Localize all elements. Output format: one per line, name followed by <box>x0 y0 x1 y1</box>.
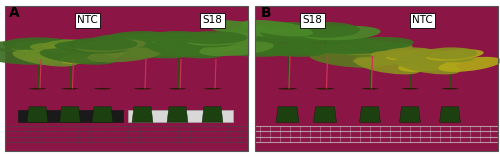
Bar <box>5 6 248 151</box>
Ellipse shape <box>29 88 46 89</box>
Bar <box>248 0 254 157</box>
Ellipse shape <box>0 48 51 65</box>
Text: NTC: NTC <box>77 15 98 25</box>
Ellipse shape <box>354 57 420 74</box>
Text: B: B <box>261 6 272 20</box>
Polygon shape <box>132 107 153 122</box>
Ellipse shape <box>152 33 222 46</box>
Ellipse shape <box>382 47 438 59</box>
Bar <box>255 6 498 151</box>
Polygon shape <box>314 107 336 122</box>
Ellipse shape <box>12 50 78 67</box>
Ellipse shape <box>316 88 334 89</box>
Ellipse shape <box>386 49 444 61</box>
Ellipse shape <box>426 49 484 61</box>
Ellipse shape <box>264 26 343 40</box>
Ellipse shape <box>0 41 64 54</box>
Ellipse shape <box>394 57 460 74</box>
Ellipse shape <box>2 37 72 51</box>
Ellipse shape <box>10 39 81 52</box>
Ellipse shape <box>68 37 138 51</box>
Ellipse shape <box>147 42 224 58</box>
Bar <box>5 6 248 151</box>
Ellipse shape <box>260 27 350 42</box>
Ellipse shape <box>128 34 202 47</box>
Ellipse shape <box>411 51 474 62</box>
Ellipse shape <box>204 20 276 37</box>
Ellipse shape <box>169 88 186 89</box>
Ellipse shape <box>352 51 428 66</box>
Text: A: A <box>8 6 19 20</box>
Ellipse shape <box>60 49 124 64</box>
Ellipse shape <box>134 88 151 89</box>
Ellipse shape <box>199 41 274 56</box>
Ellipse shape <box>290 22 360 38</box>
Ellipse shape <box>108 31 178 44</box>
Ellipse shape <box>196 37 292 57</box>
Text: S18: S18 <box>202 15 222 25</box>
Ellipse shape <box>94 88 111 89</box>
Ellipse shape <box>371 51 434 62</box>
Ellipse shape <box>323 44 397 57</box>
Ellipse shape <box>316 37 414 54</box>
Ellipse shape <box>94 34 168 47</box>
Polygon shape <box>92 107 113 122</box>
Ellipse shape <box>398 57 462 72</box>
Text: S18: S18 <box>302 15 322 25</box>
Polygon shape <box>27 107 48 122</box>
Ellipse shape <box>335 41 405 54</box>
Polygon shape <box>276 107 299 122</box>
Ellipse shape <box>223 27 312 42</box>
Ellipse shape <box>164 41 239 56</box>
Ellipse shape <box>252 22 322 38</box>
Ellipse shape <box>362 88 378 89</box>
Ellipse shape <box>438 57 500 72</box>
Ellipse shape <box>54 41 128 54</box>
Ellipse shape <box>442 88 458 89</box>
Polygon shape <box>202 107 223 122</box>
Ellipse shape <box>22 47 97 62</box>
Ellipse shape <box>77 42 154 58</box>
Ellipse shape <box>76 39 146 52</box>
Bar <box>128 110 232 122</box>
Ellipse shape <box>142 31 212 44</box>
Ellipse shape <box>342 42 412 55</box>
Ellipse shape <box>116 33 186 46</box>
Polygon shape <box>360 107 380 122</box>
Ellipse shape <box>112 42 189 58</box>
Ellipse shape <box>30 43 94 55</box>
Polygon shape <box>60 107 80 122</box>
Ellipse shape <box>40 48 116 65</box>
Ellipse shape <box>279 37 376 54</box>
Ellipse shape <box>42 40 98 51</box>
Polygon shape <box>167 107 188 122</box>
Ellipse shape <box>422 47 478 59</box>
Ellipse shape <box>233 37 329 57</box>
Bar <box>18 110 122 122</box>
Ellipse shape <box>302 26 380 40</box>
Polygon shape <box>400 107 420 122</box>
Ellipse shape <box>178 31 248 44</box>
Ellipse shape <box>186 33 256 46</box>
Ellipse shape <box>62 88 78 89</box>
Ellipse shape <box>278 88 297 89</box>
Bar <box>255 6 498 151</box>
Ellipse shape <box>129 41 204 56</box>
Ellipse shape <box>204 88 221 89</box>
Polygon shape <box>440 107 460 122</box>
Text: NTC: NTC <box>412 15 433 25</box>
Ellipse shape <box>47 41 104 53</box>
Ellipse shape <box>87 47 162 62</box>
Ellipse shape <box>241 20 313 37</box>
Ellipse shape <box>164 34 238 47</box>
Ellipse shape <box>402 88 418 89</box>
Ellipse shape <box>309 51 386 68</box>
